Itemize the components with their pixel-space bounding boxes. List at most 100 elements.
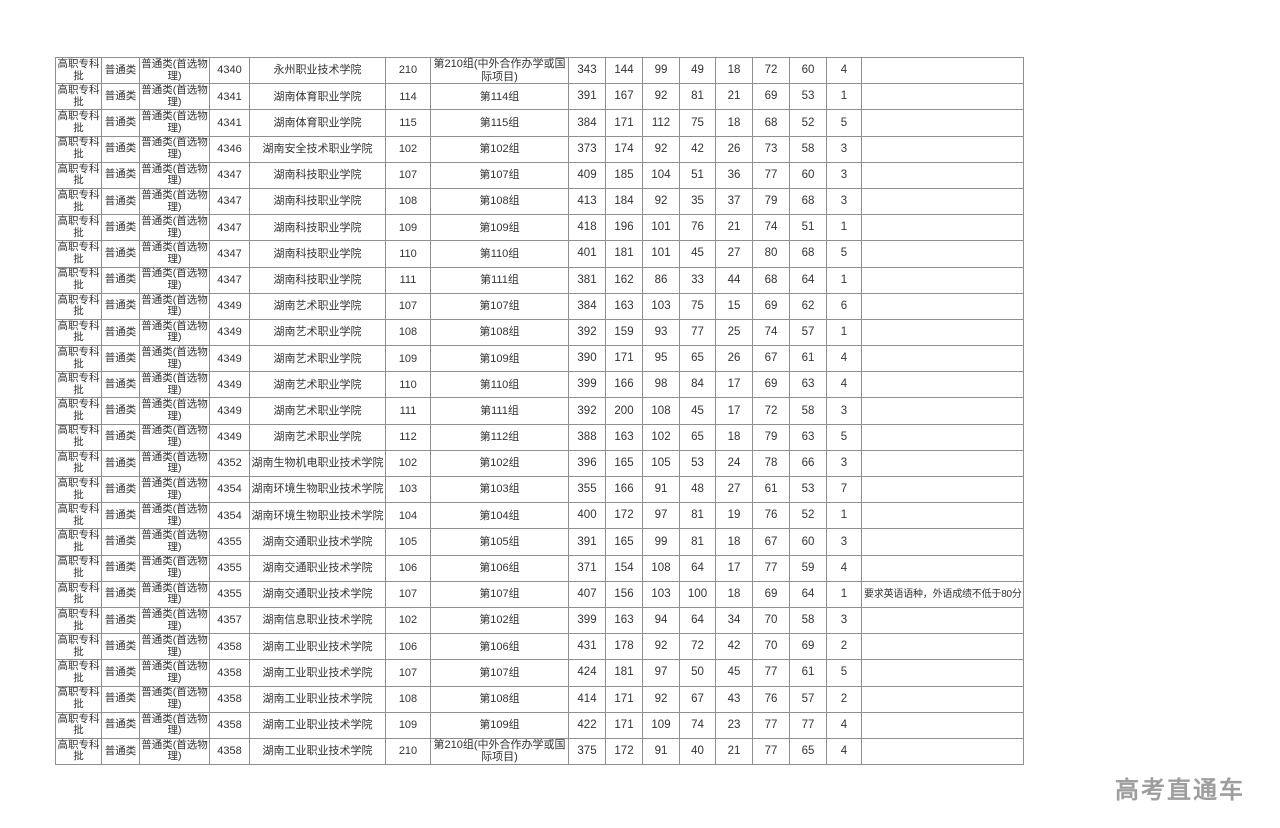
batch-cell: 高职专科批 (55, 449, 102, 478)
group-name-cell: 第106组 (430, 633, 569, 661)
value-cell: 48 (679, 475, 716, 504)
value-cell: 67 (679, 685, 716, 713)
batch-cell: 高职专科批 (55, 345, 102, 373)
batch-cell: 高职专科批 (55, 528, 102, 556)
group-name-cell: 第104组 (430, 502, 569, 530)
value-cell: 371 (568, 554, 606, 582)
value-cell: 391 (568, 83, 606, 111)
school-cell: 湖南交通职业技术学院 (249, 528, 386, 556)
group-name-cell: 第114组 (430, 83, 569, 111)
value-cell: 384 (568, 109, 606, 137)
value-cell: 77 (752, 737, 790, 766)
value-cell: 77 (752, 659, 790, 687)
group-number-cell: 102 (385, 606, 431, 635)
admission-table-body: 高职专科批 普通类 普通类(首选物理) 4340 永州职业技术学院 210 第210组(中外… (55, 56, 1024, 766)
school-cell: 湖南科技职业学院 (249, 240, 386, 268)
admission-score-table: 高职专科批 普通类 普通类(首选物理) 4340 永州职业技术学院 210 第210组(中外… (55, 56, 1024, 766)
value-cell: 5 (826, 240, 862, 268)
value-cell: 91 (642, 737, 680, 766)
category-cell: 普通类 (101, 397, 140, 425)
value-cell: 76 (679, 214, 716, 242)
group-name-cell: 第111组 (430, 266, 569, 294)
remark-cell (861, 528, 1024, 556)
group-number-cell: 114 (385, 83, 431, 111)
school-cell: 湖南科技职业学院 (249, 266, 386, 294)
category-cell: 普通类 (101, 449, 140, 478)
group-number-cell: 104 (385, 502, 431, 530)
remark-cell (861, 266, 1024, 294)
table-row: 高职专科批 普通类 普通类(首选物理) 4355 湖南交通职业技术学院 105 第105组 3… (55, 528, 1024, 556)
value-cell: 44 (715, 266, 753, 294)
value-cell: 69 (752, 580, 790, 608)
value-cell: 72 (679, 633, 716, 661)
subject-cell: 普通类(首选物理) (139, 161, 210, 189)
value-cell: 15 (715, 292, 753, 320)
value-cell: 1 (826, 318, 862, 347)
code-cell: 4357 (209, 606, 250, 635)
school-cell: 湖南艺术职业学院 (249, 371, 386, 399)
group-name-cell: 第110组 (430, 371, 569, 399)
code-cell: 4358 (209, 659, 250, 687)
school-cell: 湖南工业职业技术学院 (249, 659, 386, 687)
group-name-cell: 第103组 (430, 475, 569, 504)
value-cell: 36 (715, 161, 753, 189)
value-cell: 166 (605, 475, 643, 504)
batch-cell: 高职专科批 (55, 554, 102, 582)
group-number-cell: 111 (385, 266, 431, 294)
group-number-cell: 107 (385, 161, 431, 189)
group-number-cell: 108 (385, 318, 431, 347)
subject-cell: 普通类(首选物理) (139, 345, 210, 373)
group-name-cell: 第108组 (430, 318, 569, 347)
value-cell: 112 (642, 109, 680, 137)
value-cell: 42 (679, 135, 716, 163)
group-number-cell: 210 (385, 737, 431, 766)
school-cell: 湖南体育职业学院 (249, 83, 386, 111)
value-cell: 64 (679, 606, 716, 635)
value-cell: 414 (568, 685, 606, 713)
code-cell: 4354 (209, 502, 250, 530)
value-cell: 33 (679, 266, 716, 294)
value-cell: 5 (826, 423, 862, 451)
code-cell: 4347 (209, 214, 250, 242)
value-cell: 18 (715, 423, 753, 451)
value-cell: 1 (826, 83, 862, 111)
value-cell: 72 (752, 397, 790, 425)
value-cell: 21 (715, 737, 753, 766)
value-cell: 108 (642, 397, 680, 425)
table-row: 高职专科批 普通类 普通类(首选物理) 4358 湖南工业职业技术学院 210 第210组(… (55, 737, 1024, 766)
code-cell: 4347 (209, 161, 250, 189)
remark-cell (861, 554, 1024, 582)
value-cell: 79 (752, 187, 790, 216)
value-cell: 27 (715, 240, 753, 268)
table-row: 高职专科批 普通类 普通类(首选物理) 4358 湖南工业职业技术学院 107 第107组 4… (55, 659, 1024, 687)
group-name-cell: 第102组 (430, 135, 569, 163)
value-cell: 355 (568, 475, 606, 504)
subject-cell: 普通类(首选物理) (139, 423, 210, 451)
value-cell: 97 (642, 659, 680, 687)
value-cell: 103 (642, 580, 680, 608)
value-cell: 62 (789, 292, 827, 320)
batch-cell: 高职专科批 (55, 161, 102, 189)
value-cell: 162 (605, 266, 643, 294)
category-cell: 普通类 (101, 109, 140, 137)
school-cell: 湖南信息职业技术学院 (249, 606, 386, 635)
value-cell: 392 (568, 397, 606, 425)
group-name-cell: 第210组(中外合作办学或国际项目) (430, 737, 569, 766)
value-cell: 69 (752, 371, 790, 399)
value-cell: 51 (679, 161, 716, 189)
value-cell: 68 (752, 266, 790, 294)
batch-cell: 高职专科批 (55, 318, 102, 347)
value-cell: 80 (752, 240, 790, 268)
value-cell: 431 (568, 633, 606, 661)
remark-cell (861, 423, 1024, 451)
value-cell: 76 (752, 502, 790, 530)
value-cell: 163 (605, 292, 643, 320)
value-cell: 49 (679, 56, 716, 85)
value-cell: 165 (605, 449, 643, 478)
value-cell: 163 (605, 606, 643, 635)
value-cell: 51 (789, 214, 827, 242)
category-cell: 普通类 (101, 606, 140, 635)
category-cell: 普通类 (101, 135, 140, 163)
group-number-cell: 107 (385, 580, 431, 608)
value-cell: 3 (826, 606, 862, 635)
